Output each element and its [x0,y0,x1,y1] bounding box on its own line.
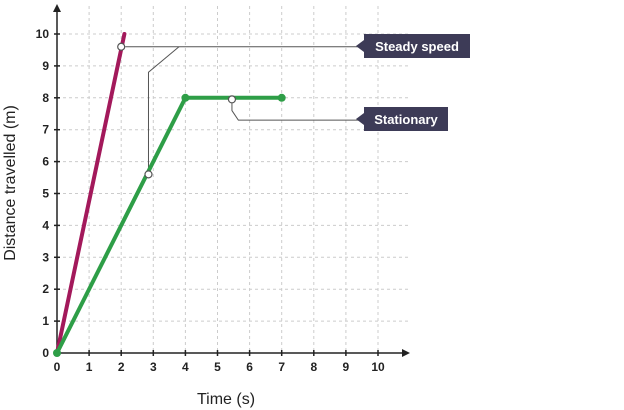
x-tick-label-10: 10 [371,360,385,374]
x-tick-label-8: 8 [310,360,317,374]
y-tick-label-6: 6 [42,155,49,169]
y-tick-label-5: 5 [42,187,49,201]
y-tick-label-1: 1 [42,314,49,328]
series [53,32,286,357]
callout-pointer-1 [356,113,364,125]
series-point-green-0 [53,349,61,357]
x-tick-label-6: 6 [246,360,253,374]
x-tick-label-1: 1 [86,360,93,374]
series-point-green-1 [181,93,190,102]
y-tick-label-2: 2 [42,282,49,296]
x-tick-label-3: 3 [150,360,157,374]
ticks: 0 1 2 3 4 5 6 7 8 9 10 0 1 2 3 4 5 6 7 8 9 10 [36,27,385,374]
callout-target-0-1 [144,170,153,179]
x-tick-label-5: 5 [214,360,221,374]
y-tick-label-3: 3 [42,250,49,264]
x-tick-label-9: 9 [343,360,350,374]
x-tick-label-2: 2 [118,360,125,374]
series-point-green-2 [277,93,286,102]
callout-pointer-0 [356,40,364,52]
x-axis-arrow [402,349,410,357]
y-tick-label-7: 7 [42,123,49,137]
series-line-green [55,95,284,355]
x-tick-label-0: 0 [54,360,61,374]
y-tick-label-9: 9 [42,59,49,73]
y-tick-label-0: 0 [42,346,49,360]
callout-label-1: Stationary [374,112,438,127]
y-tick-label-8: 8 [42,91,49,105]
series-line-steep [55,32,127,355]
x-axis-title: Time (s) [197,391,255,408]
callout-leader-1-0 [231,103,364,121]
callout-leaders [125,46,364,171]
x-tick-label-4: 4 [182,360,189,374]
callout-target-1-0 [227,95,237,104]
callout-box-0 [364,34,470,58]
y-tick-label-10: 10 [36,27,50,41]
callouts: Steady speed Stationary [117,34,470,179]
x-tick-label-7: 7 [278,360,285,374]
callout-box-1 [364,107,448,131]
y-tick-label-4: 4 [42,218,49,232]
grid [57,6,408,353]
axes [53,4,410,357]
callout-leader-0-1 [147,46,180,171]
y-axis-title: Distance travelled (m) [2,105,19,261]
callout-label-0: Steady speed [375,39,459,54]
y-axis-arrow [53,4,61,12]
callout-target-0-0 [117,42,126,51]
